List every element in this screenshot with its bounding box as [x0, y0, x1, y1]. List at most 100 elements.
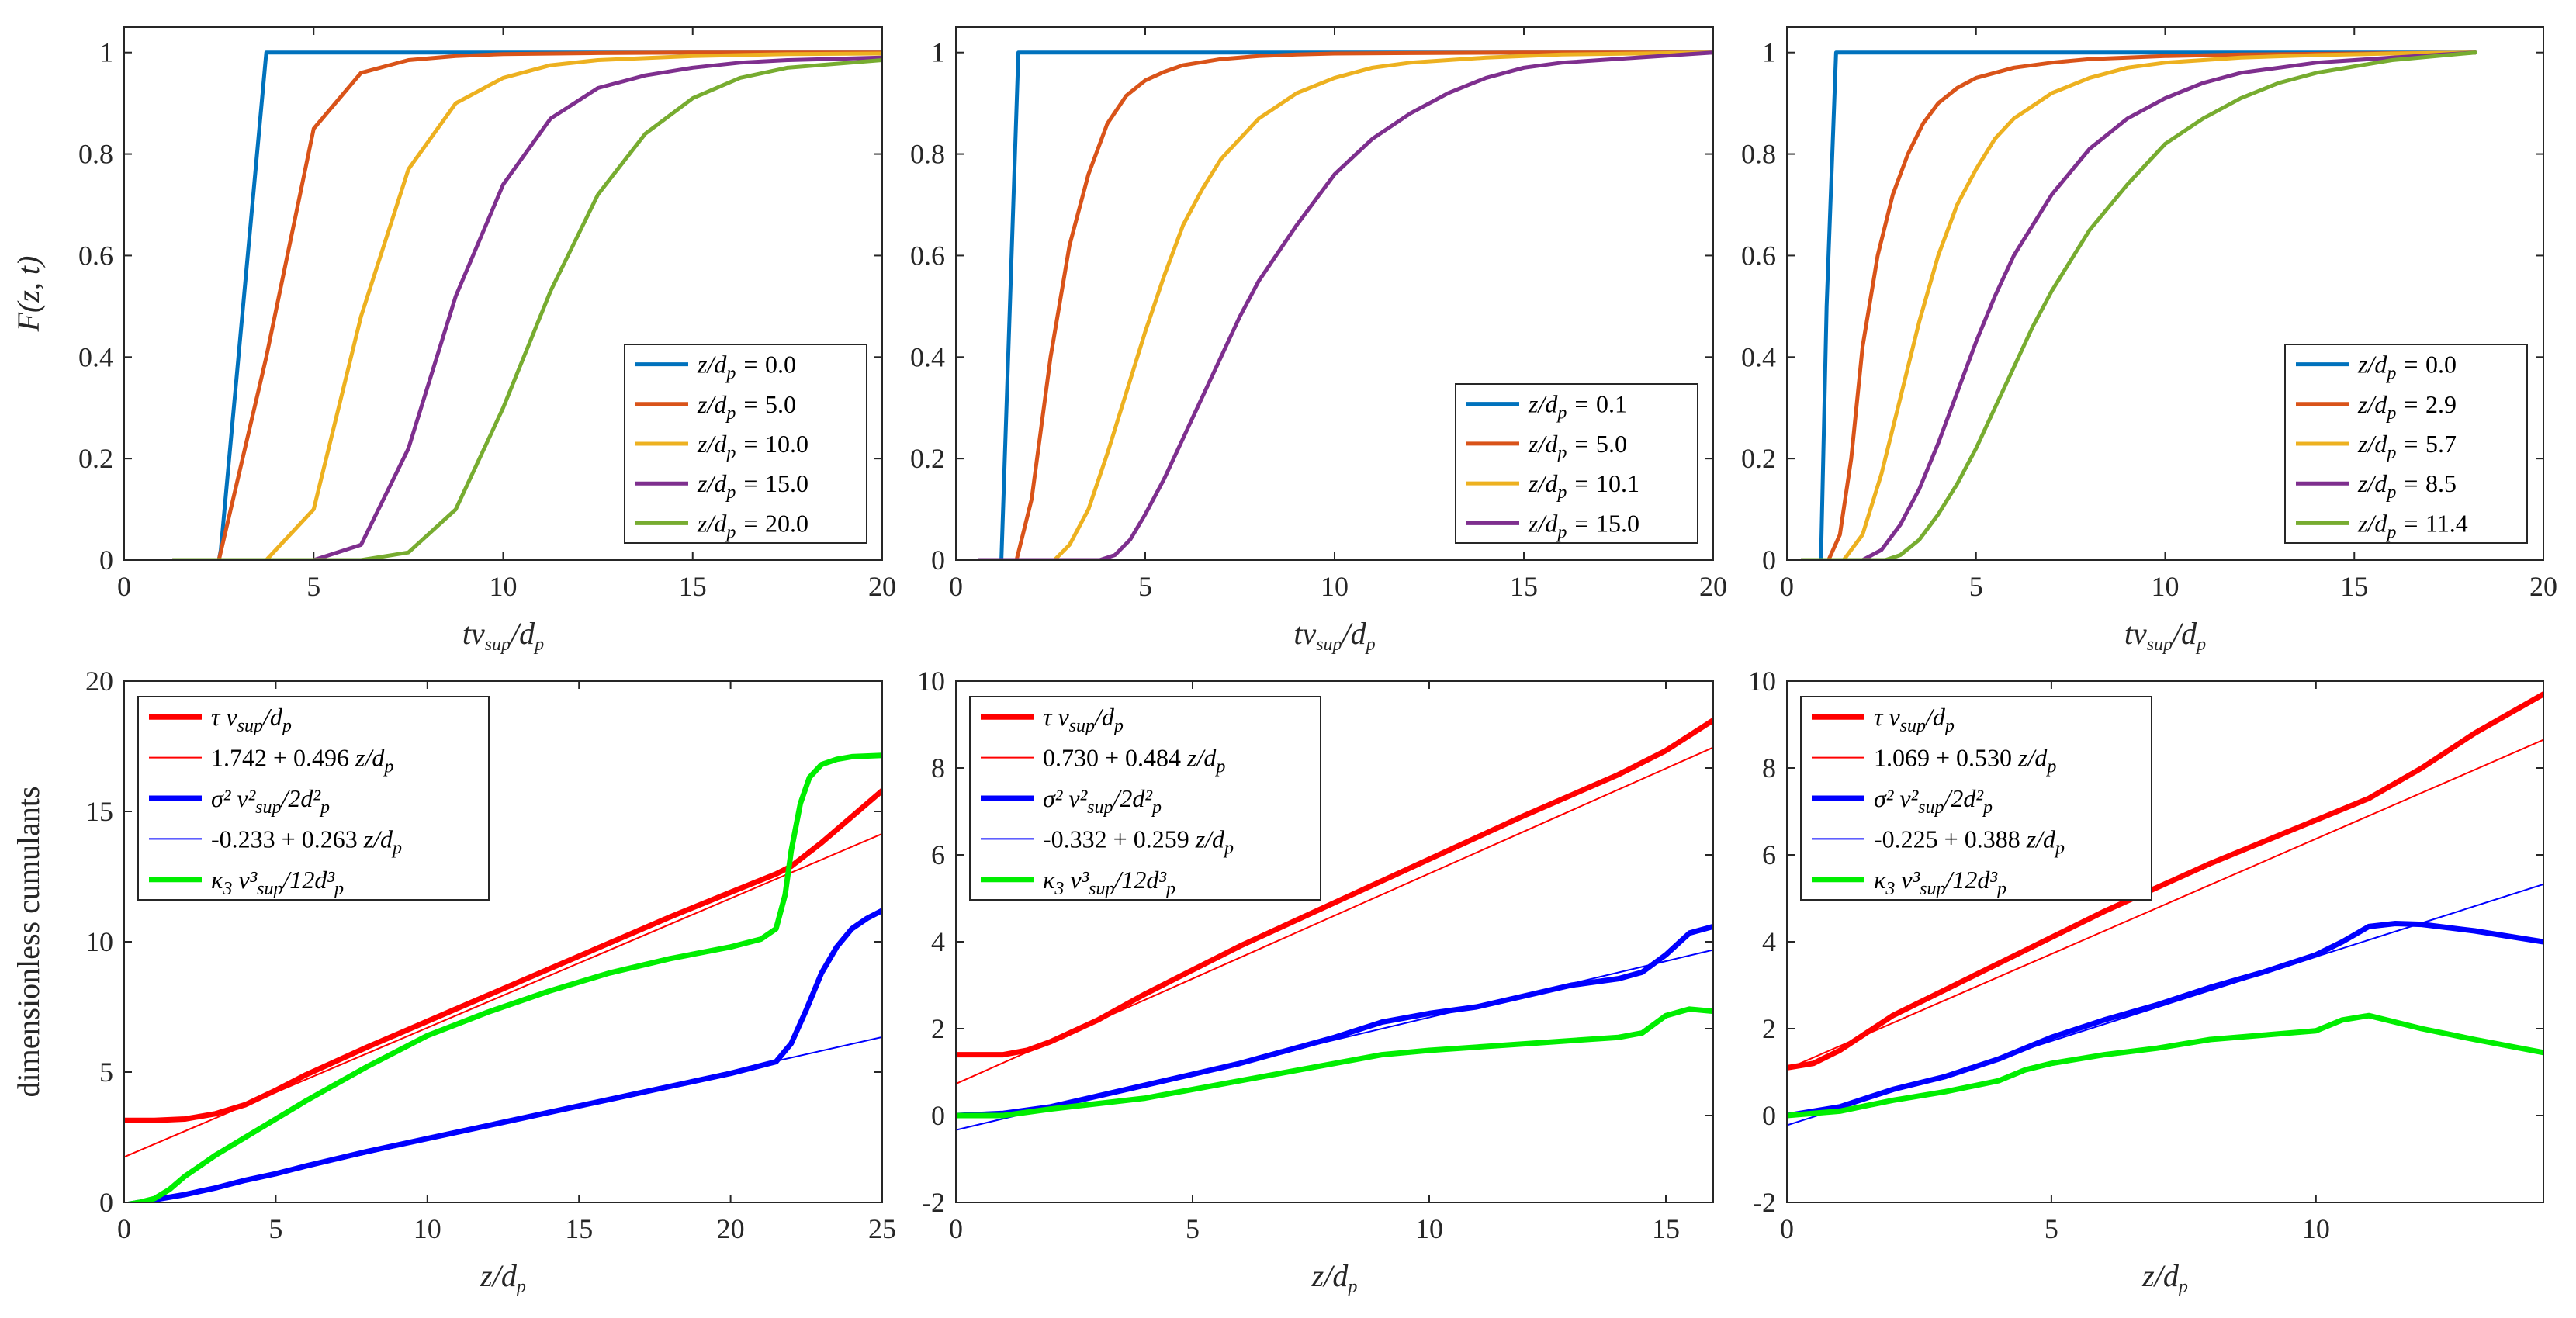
series-line-3	[1800, 50, 2477, 560]
x-tick-label: 5	[268, 1213, 282, 1244]
y-tick-label: 0	[1762, 1100, 1776, 1131]
series-line-0	[1787, 691, 2543, 1071]
y-tick-label: 0.8	[910, 139, 945, 170]
x-tick-label: 10	[490, 571, 518, 602]
legend: z/dp = 0.1 z/dp = 5.0 z/dp = 10.1 z/dp = 15…	[1455, 383, 1698, 544]
series-line-1	[171, 50, 882, 560]
x-axis-label: z/dp	[2141, 1258, 2188, 1297]
x-tick-label: 15	[679, 571, 707, 602]
series-line-1	[1800, 50, 2477, 560]
y-axis-label: dimensionless cumulants	[11, 786, 46, 1097]
y-tick-label: 0.8	[1741, 139, 1776, 170]
series-group	[171, 50, 882, 560]
legend-label: τ vsup/dp	[1043, 703, 1124, 736]
x-axis-label: tvsup/dp	[462, 616, 544, 655]
y-tick-label: 0	[99, 545, 113, 576]
y-tick-label: 2	[1762, 1013, 1776, 1044]
y-tick-label: 4	[931, 926, 945, 957]
series-line-2	[976, 50, 1713, 560]
y-tick-label: 0.2	[1741, 443, 1776, 474]
y-tick-label: 4	[1762, 926, 1776, 957]
legend-label: τ vsup/dp	[211, 703, 292, 736]
y-tick-label: 8	[1762, 752, 1776, 784]
y-tick-label: 0.6	[1741, 240, 1776, 271]
x-tick-label: 15	[565, 1213, 593, 1244]
legend-label: σ² v²sup/2d²p	[211, 784, 330, 818]
x-tick-label: 20	[1699, 571, 1727, 602]
y-tick-label: 8	[931, 752, 945, 784]
legend-label: 1.742 + 0.496 z/dp	[211, 744, 393, 777]
panel-top-right: 0 5 10 15 20 0 0.2 0.4 0.6 0.8 1 tvsup/dp z/dp = 0.0…	[1741, 26, 2557, 655]
legend-label: z/dp = 15.0	[1528, 509, 1639, 542]
legend: z/dp = 0.0 z/dp = 2.9 z/dp = 5.7 z/dp = 8.5…	[2284, 344, 2528, 544]
y-tick-label: 6	[931, 839, 945, 870]
legend-box	[1455, 383, 1698, 544]
legend-label: z/dp = 2.9	[2357, 390, 2457, 424]
legend-label: σ² v²sup/2d²p	[1874, 784, 1993, 818]
legend-label: z/dp = 0.0	[2357, 351, 2457, 384]
x-tick-label: 0	[949, 1213, 963, 1244]
x-tick-label: 5	[1186, 1213, 1200, 1244]
axes-frame	[123, 680, 883, 1203]
legend-label: z/dp = 15.0	[697, 469, 808, 503]
series-line-1	[956, 746, 1713, 1085]
axes-frame	[1786, 26, 2544, 561]
y-tick-label: 0.4	[910, 341, 945, 372]
series-line-3	[956, 949, 1713, 1131]
legend-label: 1.069 + 0.530 z/dp	[1874, 744, 2056, 777]
series-group	[1787, 691, 2543, 1126]
y-tick-label: 1	[1762, 37, 1776, 68]
legend-label: κ3 v³sup/12d³p	[211, 866, 344, 899]
y-tick-label: 5	[99, 1057, 113, 1088]
y-tick-label: 0.2	[78, 443, 113, 474]
series-line-3	[147, 1036, 882, 1202]
y-tick-label: -2	[922, 1187, 945, 1218]
legend-label: σ² v²sup/2d²p	[1043, 784, 1162, 818]
axes-frame	[1786, 680, 2544, 1203]
x-tick-label: 20	[868, 571, 896, 602]
x-axis-label: z/dp	[480, 1258, 526, 1297]
y-tick-label: 15	[85, 796, 113, 827]
x-tick-label: 10	[1321, 571, 1349, 602]
legend: τ vsup/dp 1.742 + 0.496 z/dp σ² v²sup/2d²p…	[137, 696, 490, 901]
legend-label: τ vsup/dp	[1874, 703, 1955, 736]
x-axis-label: z/dp	[1311, 1258, 1358, 1297]
x-tick-label: 25	[868, 1213, 896, 1244]
y-tick-label: 0.2	[910, 443, 945, 474]
legend: z/dp = 0.0 z/dp = 5.0 z/dp = 10.0 z/dp = 15…	[624, 344, 867, 544]
y-tick-label: 0	[99, 1187, 113, 1218]
series-line-0	[1800, 50, 2477, 560]
series-line-4	[956, 1006, 1713, 1119]
x-tick-label: 0	[1780, 571, 1794, 602]
series-line-4	[124, 752, 882, 1202]
y-tick-label: 20	[85, 666, 113, 697]
x-axis-label: tvsup/dp	[1293, 616, 1375, 655]
panel-top-left: 0 5 10 15 20 0 0.2 0.4 0.6 0.8 1 tvsup/dp F(z, t) z/d…	[11, 26, 896, 655]
legend-label: z/dp = 0.0	[697, 351, 796, 384]
y-tick-label: 0	[1762, 545, 1776, 576]
x-tick-label: 0	[117, 571, 131, 602]
legend-label: z/dp = 5.0	[1528, 430, 1627, 463]
x-tick-label: 5	[1969, 571, 1983, 602]
series-line-1	[124, 832, 882, 1158]
series-group	[124, 752, 882, 1202]
y-tick-label: 0.6	[910, 240, 945, 271]
x-tick-label: 5	[1138, 571, 1152, 602]
x-tick-label: 0	[117, 1213, 131, 1244]
series-line-4	[1787, 1012, 2543, 1119]
axes-frame	[955, 26, 1714, 561]
y-tick-label: 0	[931, 545, 945, 576]
legend-label: 0.730 + 0.484 z/dp	[1043, 744, 1225, 777]
series-group	[1800, 50, 2477, 560]
series-group	[976, 50, 1713, 560]
panel-bottom-left: 0 5 10 15 20 25 0 5 10 15 20 z/dp dimensionless cumu…	[11, 666, 896, 1297]
x-tick-label: 5	[306, 571, 320, 602]
legend-label: z/dp = 8.5	[2357, 469, 2457, 503]
series-line-4	[171, 58, 882, 560]
y-tick-label: 10	[85, 926, 113, 957]
y-tick-label: 0.8	[78, 139, 113, 170]
legend-label: -0.233 + 0.263 z/dp	[211, 825, 402, 858]
